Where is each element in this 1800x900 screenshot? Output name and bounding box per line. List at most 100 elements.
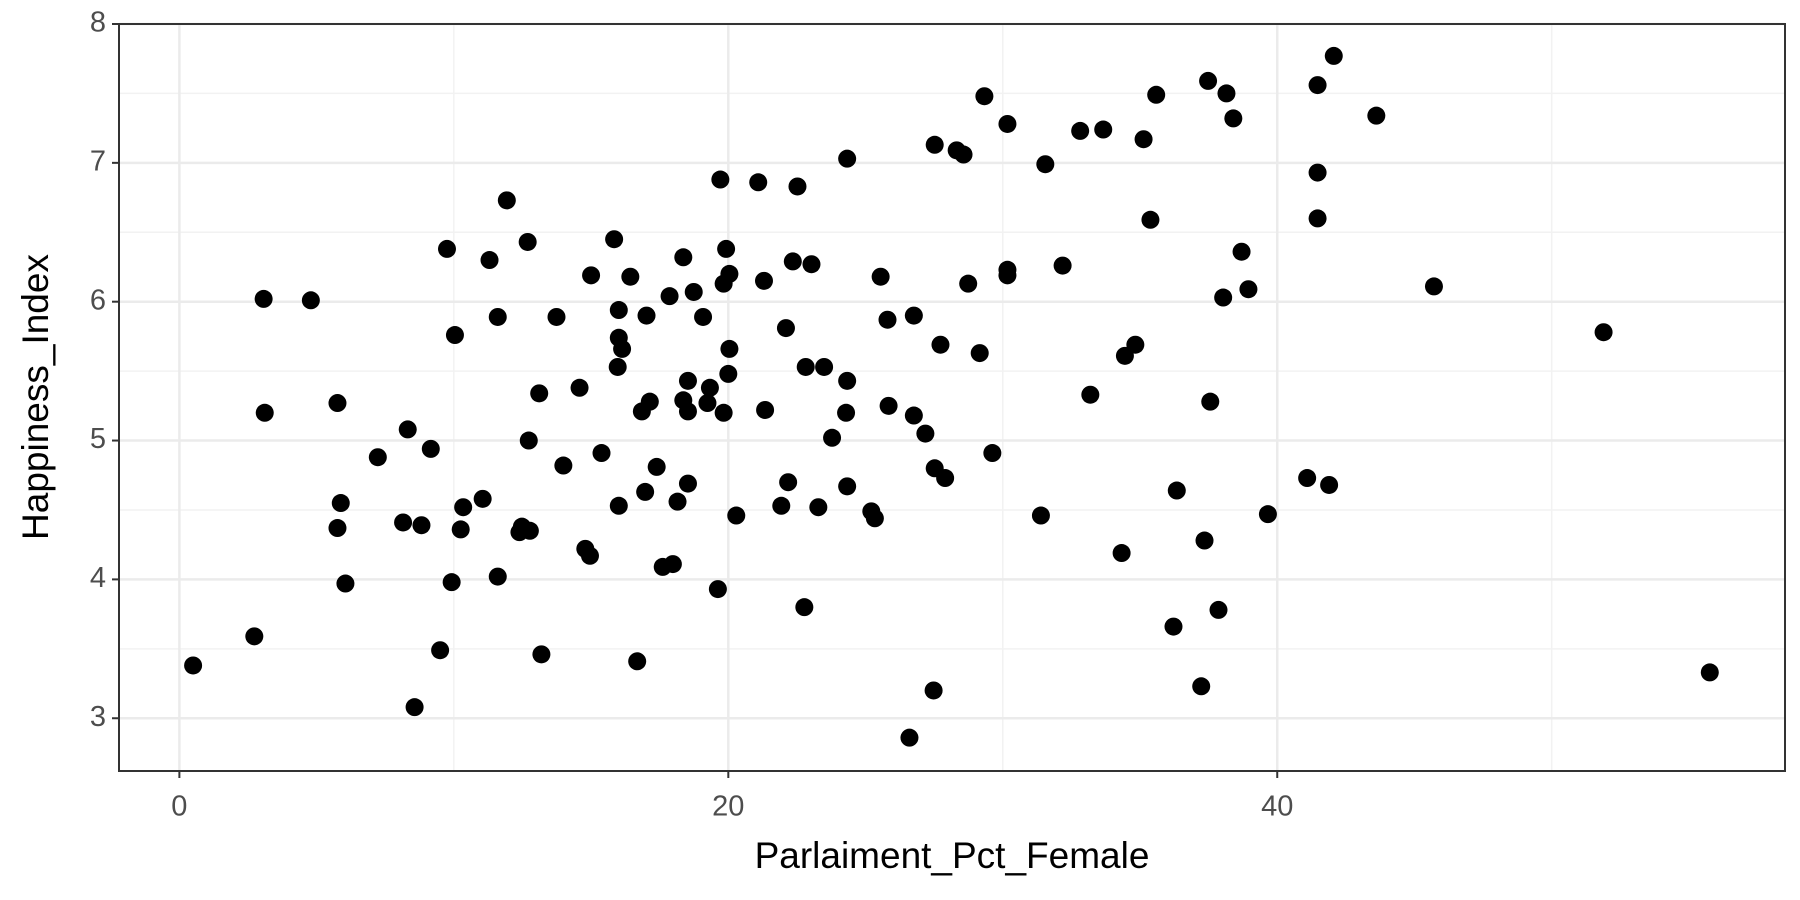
point <box>451 520 470 539</box>
point <box>1367 106 1386 125</box>
point <box>796 357 815 376</box>
point <box>1308 163 1327 182</box>
point <box>783 252 802 271</box>
point <box>838 149 857 168</box>
point <box>1094 120 1113 139</box>
point <box>879 396 898 415</box>
point <box>708 580 727 599</box>
point <box>925 135 944 154</box>
point <box>1164 617 1183 636</box>
point <box>1224 109 1243 128</box>
point <box>1126 335 1145 354</box>
point <box>838 477 857 496</box>
point <box>663 555 682 574</box>
point <box>714 403 733 422</box>
point <box>1258 505 1277 524</box>
y-tick-label: 4 <box>90 562 106 594</box>
point <box>837 403 856 422</box>
x-axis-title: Parlaiment_Pct_Female <box>755 835 1150 876</box>
point <box>431 641 450 660</box>
point <box>445 326 464 345</box>
point <box>497 191 516 210</box>
point <box>608 357 627 376</box>
x-tick-label: 20 <box>712 791 744 823</box>
x-tick-label: 0 <box>171 791 187 823</box>
point <box>421 439 440 458</box>
point <box>1201 392 1220 411</box>
point <box>592 444 611 463</box>
point <box>1071 121 1090 140</box>
panel-border <box>118 23 1786 772</box>
point <box>970 344 989 363</box>
point <box>454 498 473 517</box>
point <box>776 319 795 338</box>
point <box>1217 84 1236 103</box>
point <box>1209 600 1228 619</box>
point <box>547 307 566 326</box>
point <box>711 170 730 189</box>
point <box>1192 677 1211 696</box>
point <box>815 357 834 376</box>
point <box>719 364 738 383</box>
point <box>530 384 549 403</box>
point <box>442 573 461 592</box>
point <box>245 627 264 646</box>
point <box>647 457 666 476</box>
point <box>328 519 347 538</box>
point <box>1081 385 1100 404</box>
point <box>684 282 703 301</box>
point <box>1700 663 1719 682</box>
point <box>519 431 538 450</box>
point <box>1308 76 1327 95</box>
y-tick-label: 7 <box>90 146 106 178</box>
point <box>900 728 919 747</box>
point <box>405 698 424 717</box>
point <box>802 255 821 274</box>
point <box>1195 531 1214 550</box>
point <box>331 494 350 513</box>
point <box>255 403 274 422</box>
point <box>975 87 994 106</box>
point <box>570 378 589 397</box>
point <box>609 496 628 515</box>
point <box>1167 481 1186 500</box>
point <box>772 496 791 515</box>
point <box>1053 256 1072 275</box>
point <box>904 306 923 325</box>
point <box>582 266 601 285</box>
point <box>1298 469 1317 488</box>
point <box>609 301 628 320</box>
point <box>394 513 413 532</box>
point <box>998 266 1017 285</box>
point <box>412 516 431 535</box>
y-axis-title: Happiness_Index <box>15 254 56 540</box>
y-tick-label: 8 <box>90 7 106 39</box>
point <box>717 239 736 258</box>
point <box>727 506 746 525</box>
y-tick-label: 6 <box>90 284 106 316</box>
point <box>518 232 537 251</box>
point <box>668 492 687 511</box>
point <box>838 371 857 390</box>
point <box>700 378 719 397</box>
point <box>480 251 499 270</box>
point <box>532 645 551 664</box>
y-tick-label: 5 <box>90 423 106 455</box>
point <box>554 456 573 475</box>
point <box>795 598 814 617</box>
point <box>959 274 978 293</box>
point <box>398 420 417 439</box>
point <box>368 448 387 467</box>
point <box>694 307 713 326</box>
point <box>698 394 717 413</box>
point <box>336 574 355 593</box>
point <box>605 230 624 249</box>
point <box>678 371 697 390</box>
point <box>823 428 842 447</box>
point <box>637 306 656 325</box>
point <box>788 177 807 196</box>
point <box>754 271 773 290</box>
point <box>916 424 935 443</box>
